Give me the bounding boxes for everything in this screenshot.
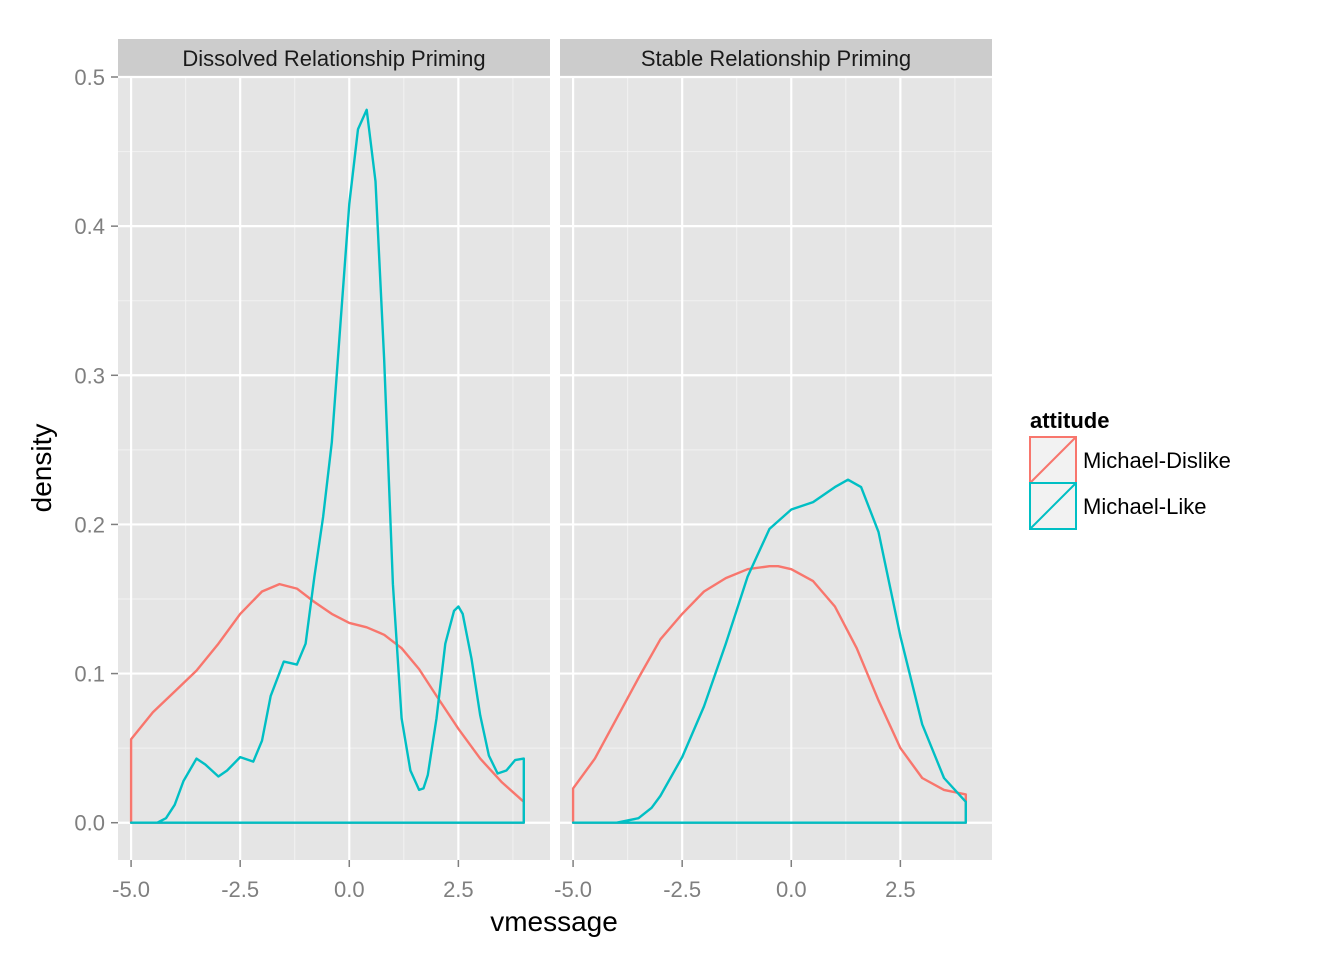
density-series-michael-dislike — [129, 582, 525, 824]
legend-title: attitude — [1030, 408, 1109, 433]
legend-key-diagonal — [1029, 482, 1077, 530]
y-tick-label: 0.0 — [74, 811, 105, 836]
legend-key-diagonal — [1029, 436, 1077, 484]
y-tick-label: 0.3 — [74, 363, 105, 388]
facet-strip — [560, 39, 992, 76]
legend-label: Michael-Dislike — [1083, 448, 1231, 473]
x-tick-label: -5.0 — [554, 877, 592, 902]
density-series-michael-like — [129, 108, 525, 824]
x-tick-label: -5.0 — [112, 877, 150, 902]
y-axis-title: density — [26, 424, 57, 513]
x-tick-label: 0.0 — [776, 877, 807, 902]
facet-strip-label: Stable Relationship Priming — [641, 46, 911, 71]
legend: attitude Michael-Dislike Michael-Like — [1029, 408, 1231, 530]
x-axis-title: vmessage — [490, 906, 618, 937]
facet-strip-label: Dissolved Relationship Priming — [182, 46, 485, 71]
x-tick-label: 0.0 — [334, 877, 365, 902]
legend-label: Michael-Like — [1083, 494, 1207, 519]
panel-background — [560, 77, 992, 860]
y-axis: 0.0 0.1 0.2 0.3 0.4 0.5 — [74, 65, 118, 836]
x-axes: -5.0 -2.5 0.0 2.5 -5.0 -2.5 0.0 2.5 — [112, 860, 916, 902]
facet-panel: Stable Relationship Priming — [560, 39, 992, 860]
x-tick-label: -2.5 — [663, 877, 701, 902]
facet-panel: Dissolved Relationship Priming — [118, 39, 550, 860]
legend-item: Michael-Like — [1029, 482, 1207, 530]
y-tick-label: 0.4 — [74, 214, 105, 239]
density-series-michael-like — [571, 478, 967, 824]
legend-item: Michael-Dislike — [1029, 436, 1231, 484]
x-tick-label: 2.5 — [885, 877, 916, 902]
facet-panels: Dissolved Relationship Priming Stable Rel… — [118, 39, 992, 860]
x-tick-label: 2.5 — [443, 877, 474, 902]
y-tick-label: 0.2 — [74, 512, 105, 537]
x-tick-label: -2.5 — [221, 877, 259, 902]
density-series-michael-dislike — [571, 565, 967, 824]
panel-background — [118, 77, 550, 860]
facet-strip — [118, 39, 550, 76]
y-tick-label: 0.1 — [74, 662, 105, 687]
y-tick-label: 0.5 — [74, 65, 105, 90]
